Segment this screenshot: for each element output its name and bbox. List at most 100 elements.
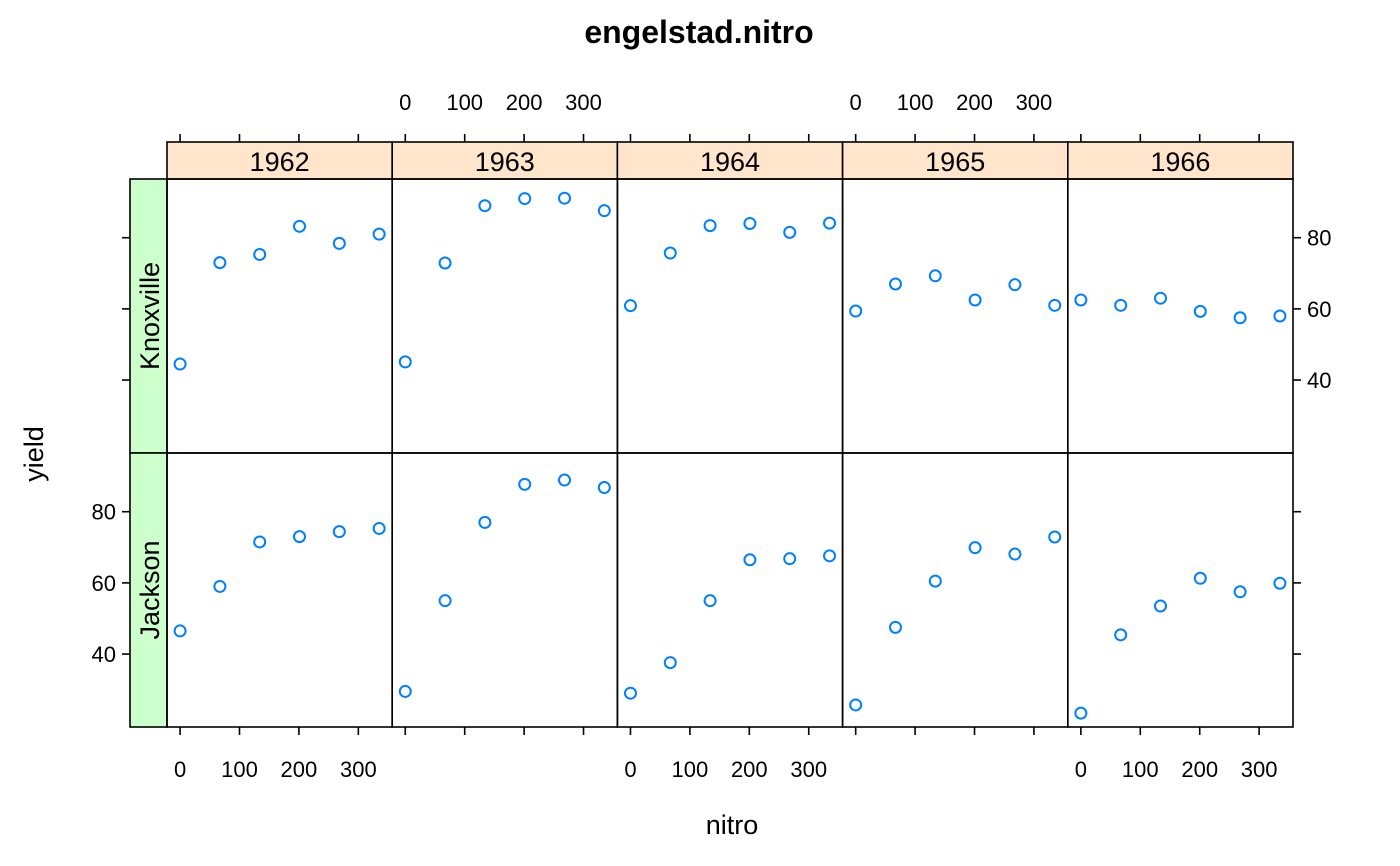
panel-jackson-1965 bbox=[841, 452, 1069, 728]
x-tick-label: 100 bbox=[672, 757, 709, 782]
point-jackson-1966 bbox=[1074, 706, 1088, 720]
x-tick-label: 0 bbox=[174, 757, 186, 782]
strips-layer: 1962 1963 1964 1965 1966 Knoxville Jackson bbox=[129, 141, 1294, 728]
point-knoxville-1966 bbox=[1273, 309, 1287, 323]
panel-frames-layer bbox=[166, 178, 1294, 728]
x-tick-label: 0 bbox=[399, 90, 411, 115]
point-knoxville-1966 bbox=[1114, 298, 1128, 312]
point-jackson-1962 bbox=[293, 530, 307, 544]
strip-year-label-1962: 1962 bbox=[250, 147, 310, 177]
point-knoxville-1965 bbox=[1048, 298, 1062, 312]
x-tick-label: 200 bbox=[1181, 757, 1218, 782]
point-knoxville-1965 bbox=[928, 269, 942, 283]
x-tick-label: 300 bbox=[565, 90, 602, 115]
point-knoxville-1966 bbox=[1074, 293, 1088, 307]
point-knoxville-1965 bbox=[1008, 278, 1022, 292]
panel-knoxville-1964 bbox=[616, 178, 844, 454]
x-tick-label: 300 bbox=[1016, 90, 1053, 115]
panel-jackson-1962 bbox=[166, 452, 393, 728]
point-knoxville-1964 bbox=[743, 216, 757, 230]
strip-year-label-1966: 1966 bbox=[1150, 147, 1210, 177]
x-tick-label: 300 bbox=[340, 757, 377, 782]
point-jackson-1965 bbox=[888, 620, 902, 634]
point-knoxville-1963 bbox=[438, 256, 452, 270]
point-jackson-1964 bbox=[743, 553, 757, 567]
panel-knoxville-1963 bbox=[391, 178, 619, 454]
point-jackson-1965 bbox=[968, 541, 982, 555]
x-tick-label: 0 bbox=[1075, 757, 1087, 782]
x-tick-label: 0 bbox=[624, 757, 636, 782]
strip-year-1962 bbox=[166, 141, 393, 180]
strip-location-label-knoxville: Knoxville bbox=[135, 262, 165, 370]
x-axis-title: nitro bbox=[706, 810, 759, 840]
strip-year-label-1963: 1963 bbox=[475, 147, 535, 177]
point-jackson-1962 bbox=[332, 525, 346, 539]
point-knoxville-1964 bbox=[623, 299, 637, 313]
y-tick-label: 60 bbox=[92, 571, 116, 596]
point-jackson-1964 bbox=[703, 594, 717, 608]
point-knoxville-1962 bbox=[332, 236, 346, 250]
x-tick-label: 0 bbox=[850, 90, 862, 115]
point-jackson-1965 bbox=[1008, 547, 1022, 561]
strip-year-label-1964: 1964 bbox=[700, 147, 760, 177]
point-jackson-1964 bbox=[663, 656, 677, 670]
point-jackson-1962 bbox=[173, 624, 187, 638]
point-jackson-1963 bbox=[398, 684, 412, 698]
point-jackson-1963 bbox=[558, 473, 572, 487]
x-tick-label: 200 bbox=[956, 90, 993, 115]
y-tick-label: 80 bbox=[92, 500, 116, 525]
y-tick-label: 80 bbox=[1307, 226, 1331, 251]
point-knoxville-1966 bbox=[1153, 291, 1167, 305]
point-jackson-1963 bbox=[518, 477, 532, 491]
point-knoxville-1964 bbox=[663, 246, 677, 260]
strip-year-1963 bbox=[391, 141, 619, 180]
point-knoxville-1962 bbox=[253, 247, 267, 261]
point-knoxville-1965 bbox=[849, 304, 863, 318]
point-jackson-1965 bbox=[849, 698, 863, 712]
strip-location-label-jackson: Jackson bbox=[135, 540, 165, 639]
point-jackson-1965 bbox=[928, 574, 942, 588]
point-knoxville-1964 bbox=[783, 225, 797, 239]
point-jackson-1964 bbox=[823, 549, 837, 563]
data-points-layer bbox=[173, 191, 1287, 720]
x-tick-label: 100 bbox=[897, 90, 934, 115]
point-jackson-1964 bbox=[623, 686, 637, 700]
axis-ticks-layer: 0 100 200 300 0 100 200 300 0 100 200 300 0 100 200 300… bbox=[92, 90, 1332, 782]
point-jackson-1966 bbox=[1233, 585, 1247, 599]
point-jackson-1965 bbox=[1048, 530, 1062, 544]
panel-jackson-1963 bbox=[391, 452, 619, 728]
x-tick-label: 200 bbox=[506, 90, 543, 115]
point-jackson-1962 bbox=[372, 521, 386, 535]
point-knoxville-1965 bbox=[968, 293, 982, 307]
point-knoxville-1962 bbox=[293, 219, 307, 233]
y-tick-label: 40 bbox=[92, 642, 116, 667]
point-knoxville-1966 bbox=[1193, 304, 1207, 318]
point-jackson-1966 bbox=[1273, 576, 1287, 590]
point-knoxville-1965 bbox=[888, 277, 902, 291]
point-knoxville-1963 bbox=[597, 204, 611, 218]
point-jackson-1963 bbox=[597, 481, 611, 495]
point-jackson-1964 bbox=[783, 552, 797, 566]
x-tick-label: 300 bbox=[790, 757, 827, 782]
chart-title: engelstad.nitro bbox=[584, 14, 813, 50]
y-tick-label: 60 bbox=[1307, 297, 1331, 322]
panel-knoxville-1962 bbox=[166, 178, 393, 454]
point-jackson-1963 bbox=[478, 515, 492, 529]
x-tick-label: 300 bbox=[1241, 757, 1278, 782]
point-jackson-1963 bbox=[438, 594, 452, 608]
point-jackson-1966 bbox=[1153, 599, 1167, 613]
strip-year-label-1965: 1965 bbox=[925, 147, 985, 177]
point-jackson-1962 bbox=[213, 579, 227, 593]
point-knoxville-1966 bbox=[1233, 311, 1247, 325]
point-jackson-1966 bbox=[1114, 628, 1128, 642]
point-knoxville-1962 bbox=[372, 227, 386, 241]
point-knoxville-1963 bbox=[398, 355, 412, 369]
point-jackson-1966 bbox=[1193, 571, 1207, 585]
panel-jackson-1966 bbox=[1067, 452, 1294, 728]
y-tick-label: 40 bbox=[1307, 368, 1331, 393]
panel-jackson-1964 bbox=[616, 452, 844, 728]
point-jackson-1962 bbox=[253, 535, 267, 549]
x-tick-label: 200 bbox=[731, 757, 768, 782]
x-tick-label: 100 bbox=[446, 90, 483, 115]
